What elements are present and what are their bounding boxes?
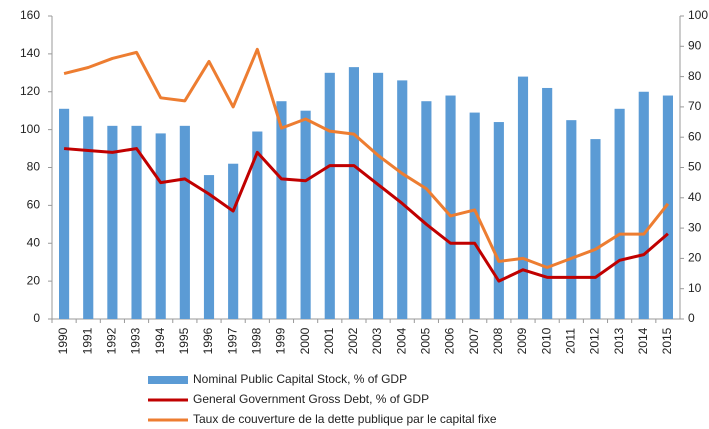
y-tick-label: 160 xyxy=(20,8,40,22)
y-tick-label: 40 xyxy=(27,235,41,249)
line xyxy=(63,47,670,269)
x-tick-label: 2001 xyxy=(322,327,336,354)
bar xyxy=(324,72,335,319)
x-tick-label: 2014 xyxy=(636,327,650,354)
y2-tick-label: 40 xyxy=(688,190,702,204)
x-tick-label: 2006 xyxy=(443,327,457,354)
x-tick-label: 2009 xyxy=(515,327,529,354)
line xyxy=(63,147,669,283)
x-tick-label: 2012 xyxy=(588,327,602,354)
legend-label: Taux de couverture de la dette publique … xyxy=(193,412,497,426)
x-tick-label: 1991 xyxy=(80,327,94,354)
legend-label: General Government Gross Debt, % of GDP xyxy=(193,392,429,406)
x-tick-label: 2005 xyxy=(419,327,433,354)
x-tick-label: 2002 xyxy=(346,327,360,354)
bar xyxy=(566,120,577,319)
bar xyxy=(397,80,408,319)
y2-tick-label: 0 xyxy=(688,311,695,325)
bar xyxy=(638,91,649,319)
x-tick-label: 2000 xyxy=(298,327,312,354)
bar xyxy=(107,125,118,320)
bar xyxy=(300,110,311,319)
legend-label: Nominal Public Capital Stock, % of GDP xyxy=(193,372,407,386)
x-tick-label: 1994 xyxy=(153,327,167,354)
bar xyxy=(155,133,166,319)
x-tick-label: 1990 xyxy=(56,327,70,354)
bar xyxy=(276,101,287,319)
y2-tick-label: 50 xyxy=(688,160,702,174)
x-tick-label: 1992 xyxy=(105,327,119,354)
y-tick-label: 20 xyxy=(27,273,41,287)
bar xyxy=(614,108,625,319)
x-tick-label: 1993 xyxy=(129,327,143,354)
x-tick-label: 1997 xyxy=(225,327,239,354)
x-tick-label: 1996 xyxy=(201,327,215,354)
bar xyxy=(517,76,529,319)
x-tick-label: 2003 xyxy=(370,327,384,354)
y-tick-label: 80 xyxy=(27,160,41,174)
x-tick-label: 2013 xyxy=(612,327,626,354)
bar xyxy=(445,95,456,319)
bar xyxy=(228,163,239,319)
x-tick-label: 2010 xyxy=(539,327,553,354)
y2-tick-label: 100 xyxy=(688,8,708,22)
y2-tick-label: 60 xyxy=(688,129,702,143)
y2-tick-label: 80 xyxy=(688,69,702,83)
bar xyxy=(373,72,384,319)
x-tick-label: 1995 xyxy=(177,327,191,354)
x-tick-label: 2004 xyxy=(394,327,408,354)
bar xyxy=(493,122,504,319)
x-tick-label: 1998 xyxy=(249,327,263,354)
y2-tick-label: 30 xyxy=(688,220,702,234)
bar xyxy=(662,95,673,319)
bar xyxy=(179,125,190,320)
bar xyxy=(59,108,70,319)
bar xyxy=(421,101,432,319)
y2-tick-label: 10 xyxy=(688,281,702,295)
x-tick-label: 1999 xyxy=(274,327,288,354)
bar xyxy=(542,87,553,320)
y2-tick-label: 70 xyxy=(688,99,702,113)
bar xyxy=(83,116,94,320)
bar xyxy=(590,139,601,319)
bar xyxy=(252,131,263,319)
x-tick-label: 2008 xyxy=(491,327,505,354)
y-tick-label: 0 xyxy=(33,311,40,325)
y-tick-label: 120 xyxy=(20,84,40,98)
bar xyxy=(348,67,359,319)
y-tick-label: 100 xyxy=(20,122,40,136)
y2-tick-label: 90 xyxy=(688,38,702,52)
y2-tick-label: 20 xyxy=(688,251,702,265)
bar xyxy=(469,112,480,319)
bar xyxy=(203,175,215,319)
y-tick-label: 60 xyxy=(27,198,41,212)
bar xyxy=(131,125,142,320)
x-tick-label: 2015 xyxy=(660,327,674,354)
x-tick-label: 2007 xyxy=(467,327,481,354)
x-tick-label: 2011 xyxy=(563,328,577,354)
legend-swatch xyxy=(148,376,188,384)
y-tick-label: 140 xyxy=(20,46,40,60)
